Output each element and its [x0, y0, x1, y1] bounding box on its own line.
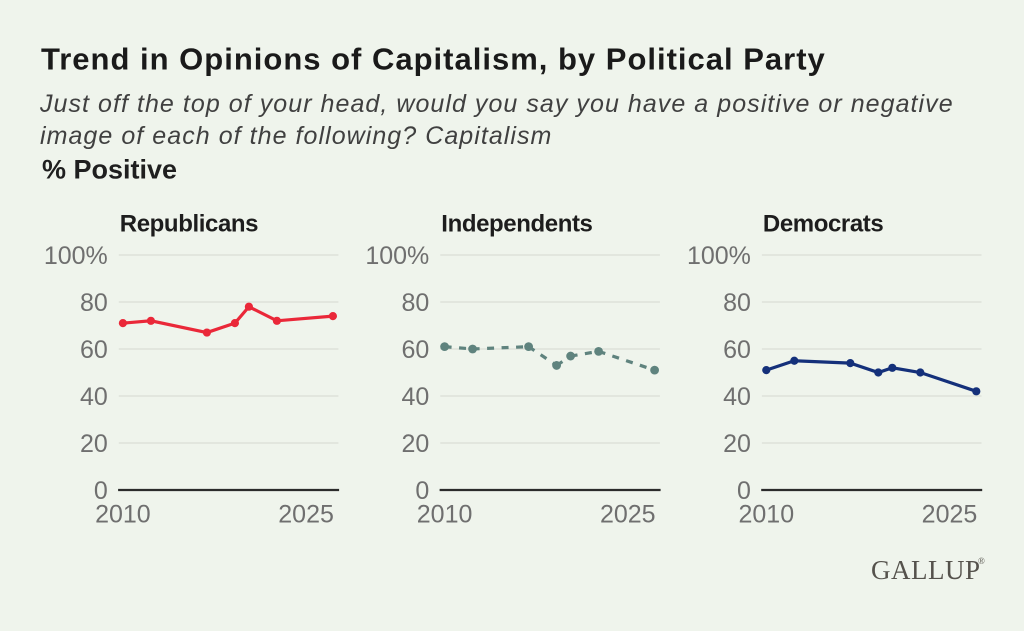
svg-text:20: 20	[80, 430, 108, 458]
svg-text:100%: 100%	[687, 242, 751, 270]
svg-text:20: 20	[401, 430, 429, 458]
svg-text:20: 20	[723, 430, 751, 458]
svg-text:Independents: Independents	[441, 210, 592, 237]
svg-text:2010: 2010	[95, 500, 151, 528]
svg-text:2025: 2025	[278, 500, 334, 528]
svg-text:% Positive: % Positive	[42, 154, 177, 184]
svg-text:80: 80	[401, 289, 429, 317]
svg-text:40: 40	[401, 383, 429, 411]
svg-text:0: 0	[737, 477, 751, 505]
svg-text:80: 80	[723, 289, 751, 317]
svg-text:GALLUP: GALLUP	[871, 555, 981, 585]
svg-text:Just off the top of your head,: Just off the top of your head, would you…	[39, 90, 954, 118]
svg-text:2010: 2010	[738, 500, 794, 528]
svg-text:Trend in Opinions of Capitalis: Trend in Opinions of Capitalism, by Poli…	[41, 41, 826, 76]
svg-text:60: 60	[80, 336, 108, 364]
svg-text:60: 60	[723, 336, 751, 364]
svg-text:60: 60	[401, 336, 429, 364]
svg-text:2025: 2025	[922, 500, 978, 528]
svg-text:40: 40	[80, 383, 108, 411]
svg-text:100%: 100%	[365, 242, 429, 270]
svg-text:2025: 2025	[600, 500, 656, 528]
svg-text:2010: 2010	[417, 500, 473, 528]
svg-text:Democrats: Democrats	[763, 210, 884, 237]
svg-text:0: 0	[415, 477, 429, 505]
svg-text:Republicans: Republicans	[120, 210, 258, 237]
svg-text:40: 40	[723, 383, 751, 411]
svg-text:®: ®	[978, 556, 985, 566]
svg-text:0: 0	[94, 477, 108, 505]
svg-text:100%: 100%	[44, 242, 108, 270]
svg-text:80: 80	[80, 289, 108, 317]
svg-text:image of each of the following: image of each of the following? Capitali…	[40, 122, 552, 150]
